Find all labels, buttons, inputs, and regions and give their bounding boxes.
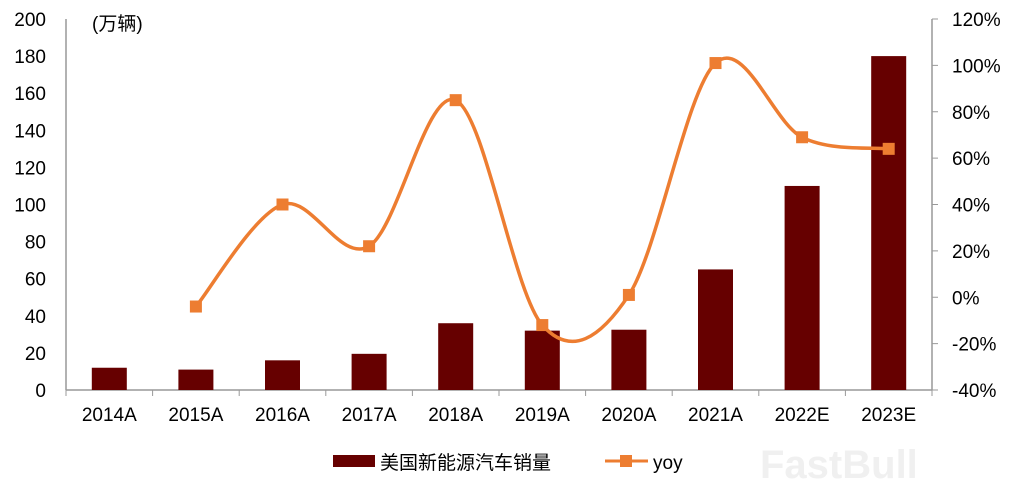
left-tick-label: 20	[25, 344, 46, 365]
legend-bar-swatch	[333, 455, 375, 467]
bar	[351, 353, 387, 390]
bar	[871, 56, 907, 390]
x-tick-label: 2018A	[428, 405, 483, 426]
right-tick-label: 20%	[952, 242, 990, 263]
left-tick-label: 60	[25, 270, 46, 291]
yoy-marker	[363, 240, 376, 253]
legend: 美国新能源汽车销量 yoy	[333, 452, 683, 474]
yoy-marker	[276, 198, 289, 211]
yoy-marker	[709, 57, 722, 70]
right-tick-label: -20%	[952, 335, 996, 356]
legend-line-label: yoy	[653, 453, 683, 474]
bar	[524, 330, 560, 390]
bar	[178, 369, 214, 390]
x-tick-label: 2014A	[82, 405, 137, 426]
right-tick-label: 0%	[952, 288, 980, 309]
right-tick-label: -40%	[952, 381, 996, 402]
yoy-marker	[189, 300, 202, 313]
bar	[438, 323, 474, 390]
unit-label: (万辆)	[92, 13, 143, 35]
yoy-marker	[882, 142, 895, 155]
x-tick-label: 2020A	[601, 405, 656, 426]
legend-bar-label: 美国新能源汽车销量	[380, 452, 551, 474]
bar	[784, 185, 820, 390]
bar	[611, 329, 647, 390]
x-tick-label: 2019A	[515, 405, 570, 426]
yoy-marker	[622, 288, 635, 301]
right-tick-label: 120%	[952, 10, 1001, 31]
left-tick-label: 200	[14, 10, 46, 31]
bar	[698, 269, 733, 390]
legend-line-marker	[620, 455, 632, 467]
yoy-marker	[449, 94, 462, 107]
x-tick-label: 2016A	[255, 405, 310, 426]
yoy-marker	[536, 319, 549, 332]
left-tick-label: 120	[14, 158, 46, 179]
left-tick-label: 40	[25, 307, 46, 328]
right-tick-label: 80%	[952, 103, 990, 124]
right-tick-label: 40%	[952, 196, 990, 217]
left-tick-label: 160	[14, 84, 46, 105]
x-tick-label: 2017A	[342, 405, 397, 426]
yoy-line	[194, 56, 889, 344]
bar	[265, 360, 300, 390]
left-tick-label: 0	[35, 381, 46, 402]
bar	[91, 367, 127, 390]
x-tick-label: 2023E	[861, 405, 916, 426]
left-tick-label: 80	[25, 233, 46, 254]
yoy-marker	[796, 131, 809, 144]
left-tick-label: 140	[14, 121, 46, 142]
left-tick-label: 180	[14, 47, 46, 68]
right-tick-label: 60%	[952, 149, 990, 170]
x-tick-label: 2021A	[688, 405, 743, 426]
x-tick-label: 2015A	[168, 405, 223, 426]
x-tick-label: 2022E	[775, 405, 830, 426]
watermark: FastBull	[760, 443, 918, 483]
right-tick-label: 100%	[952, 56, 1001, 77]
left-tick-label: 100	[14, 196, 46, 217]
